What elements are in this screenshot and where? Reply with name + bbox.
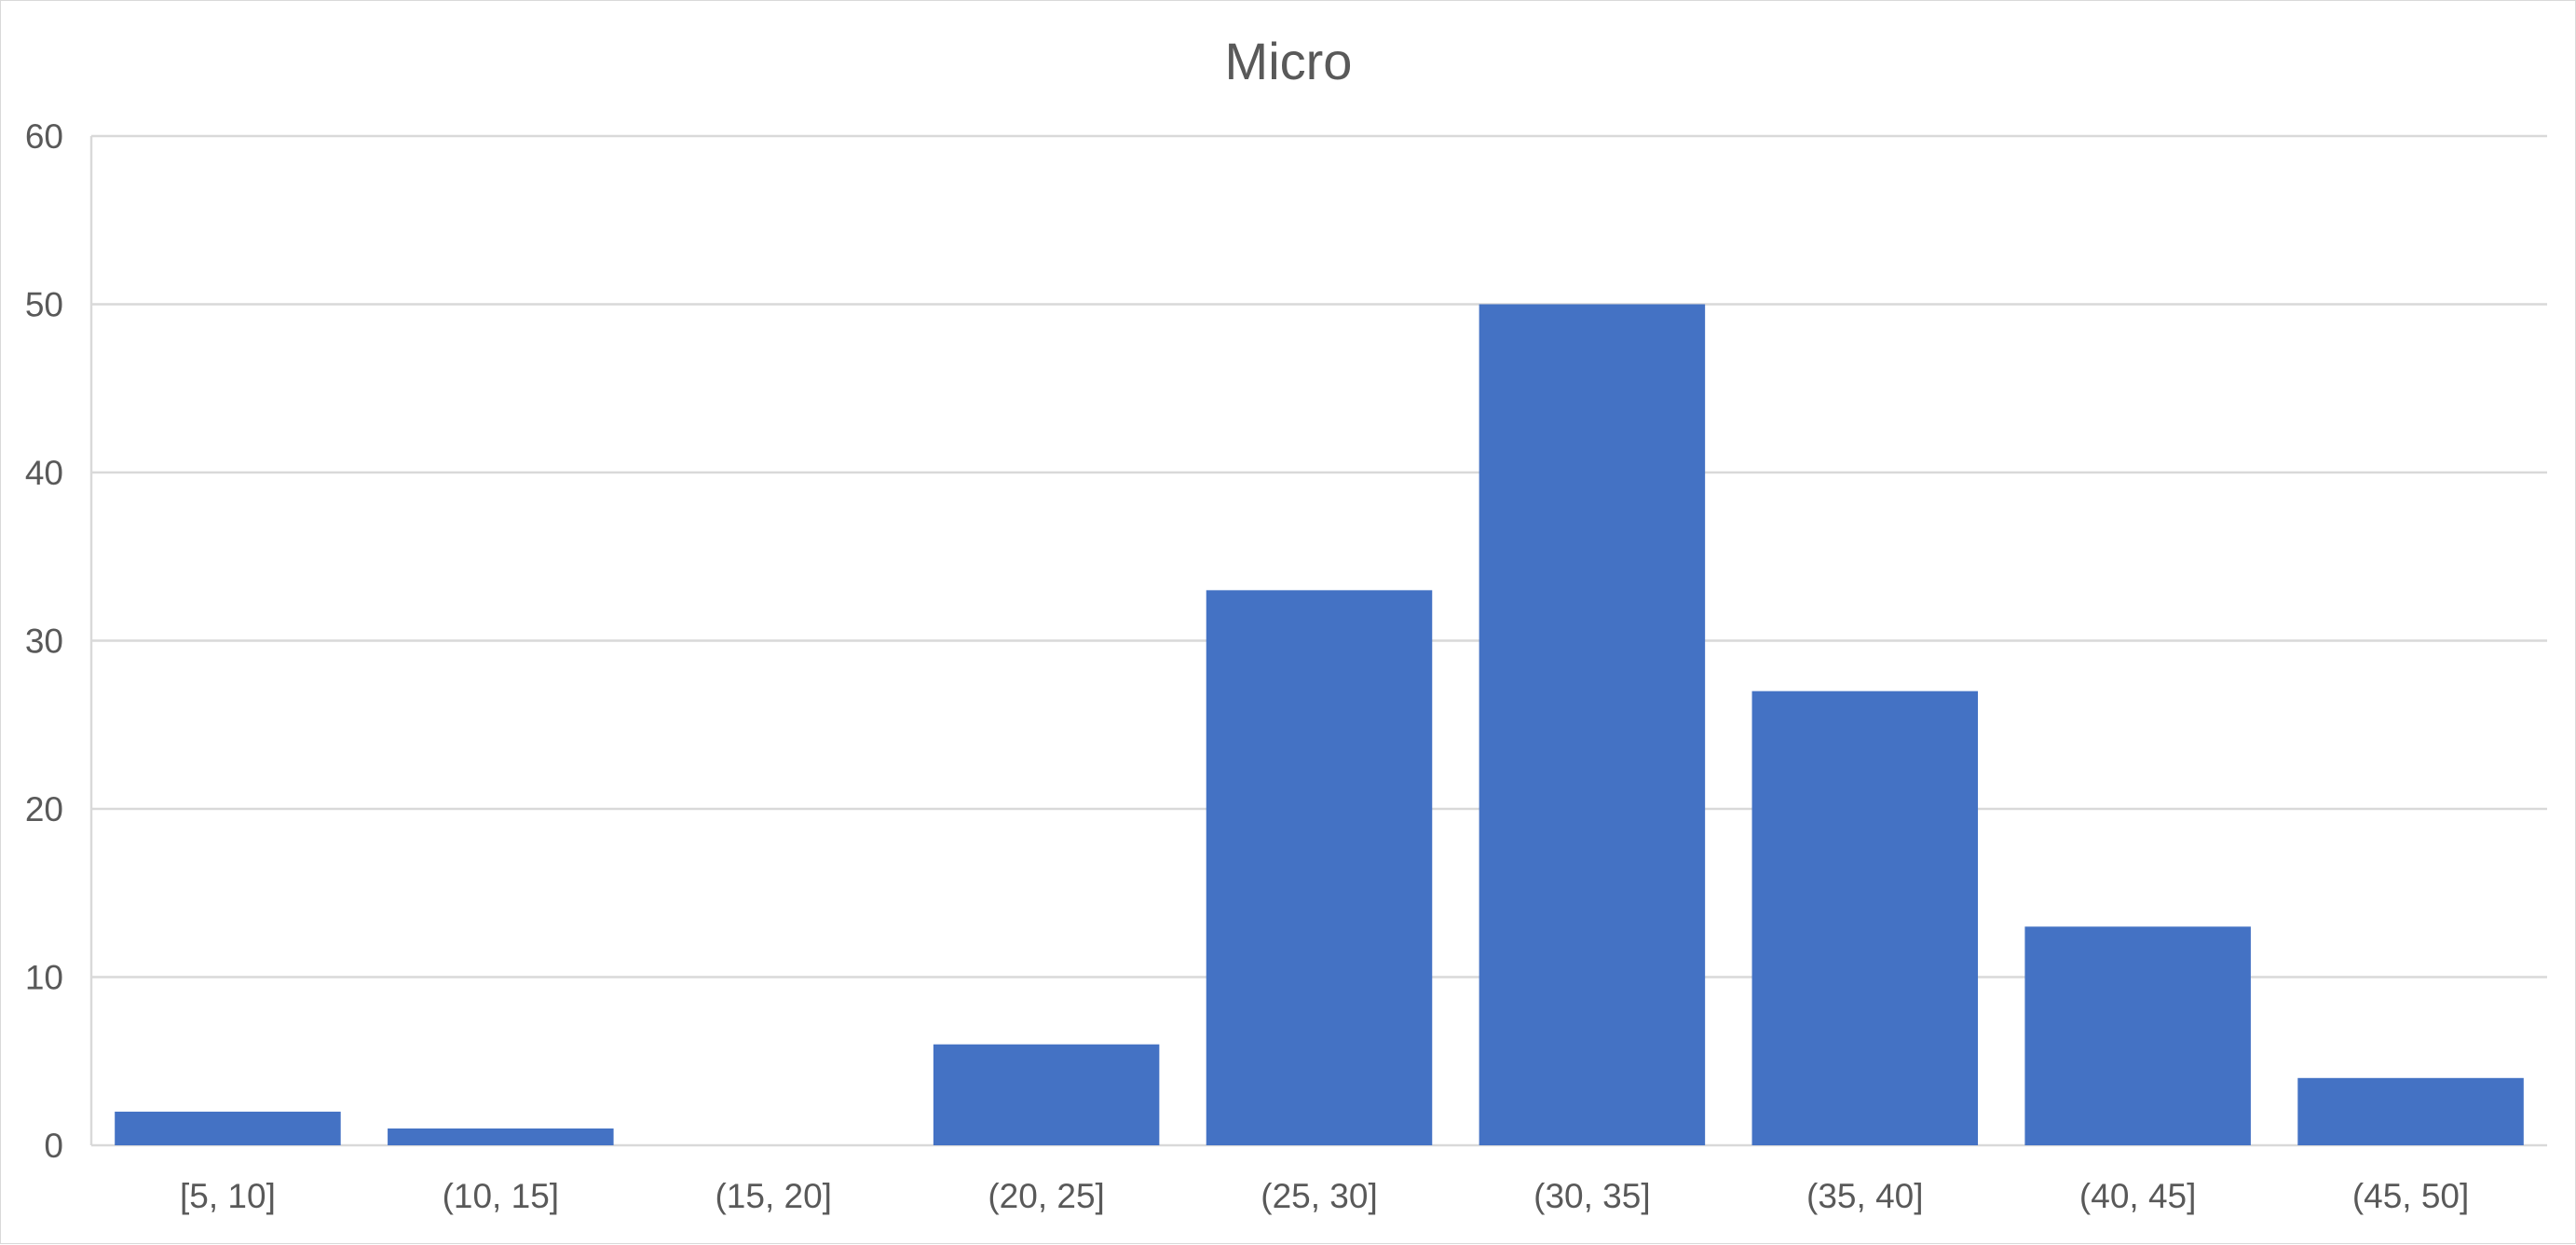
y-tick-label: 60	[25, 117, 63, 156]
x-tick-label: (20, 25]	[988, 1177, 1104, 1215]
x-tick-label: (40, 45]	[2079, 1177, 2196, 1215]
chart-title: Micro	[1225, 32, 1353, 90]
bars	[115, 304, 2524, 1145]
x-tick-label: (25, 30]	[1261, 1177, 1377, 1215]
bar	[1479, 304, 1706, 1145]
y-axis-ticks: 0 10 20 30 40 50 60	[25, 117, 63, 1165]
y-tick-label: 0	[44, 1127, 63, 1165]
y-tick-label: 40	[25, 454, 63, 492]
y-tick-label: 30	[25, 622, 63, 661]
bar	[115, 1111, 341, 1145]
x-axis-ticks: [5, 10] (10, 15] (15, 20] (20, 25] (25, 30] (…	[180, 1177, 2469, 1215]
x-tick-label: (15, 20]	[715, 1177, 831, 1215]
bar	[388, 1128, 614, 1145]
x-tick-label: (35, 40]	[1806, 1177, 1923, 1215]
bar	[1751, 691, 1979, 1145]
y-tick-label: 10	[25, 959, 63, 997]
y-tick-label: 20	[25, 790, 63, 828]
bar	[933, 1044, 1160, 1145]
x-tick-label: (10, 15]	[443, 1177, 559, 1215]
bar	[2297, 1077, 2524, 1145]
bar	[1206, 590, 1433, 1145]
bar	[2024, 926, 2251, 1145]
y-tick-label: 50	[25, 286, 63, 324]
x-tick-label: (45, 50]	[2352, 1177, 2469, 1215]
x-tick-label: (30, 35]	[1533, 1177, 1650, 1215]
x-tick-label: [5, 10]	[180, 1177, 276, 1215]
